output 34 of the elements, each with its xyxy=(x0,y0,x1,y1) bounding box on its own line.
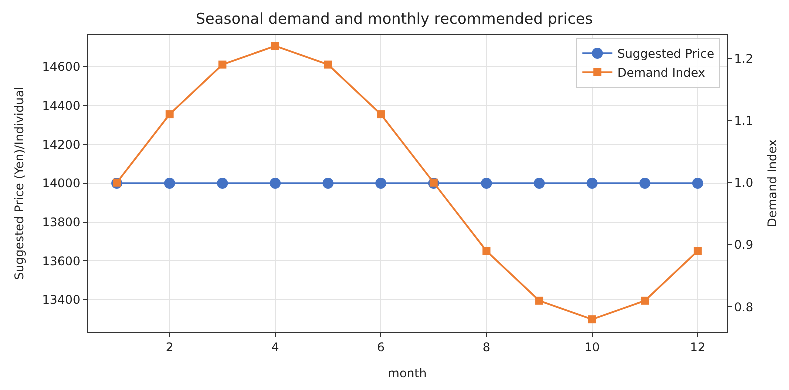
point xyxy=(694,247,702,256)
legend-label: Demand Index xyxy=(618,66,706,80)
y-axis-title: Suggested Price (Yen)/Individual xyxy=(12,86,27,280)
y2-tick-label: 0.9 xyxy=(734,238,754,252)
x-tick-label: 6 xyxy=(377,340,385,354)
point xyxy=(166,110,174,119)
point xyxy=(641,296,650,305)
x-tick-label: 10 xyxy=(584,340,600,354)
y2-tick-label: 1.1 xyxy=(734,114,754,128)
y2-tick-label: 1.0 xyxy=(734,176,754,190)
x-tick-label: 12 xyxy=(690,340,706,354)
chart-title: Seasonal demand and monthly recommended prices xyxy=(196,10,594,28)
y-tick-label: 14000 xyxy=(42,176,81,191)
y-tick-label: 13600 xyxy=(42,254,81,268)
y2-axis-title: Demand Index xyxy=(765,140,780,228)
point xyxy=(482,247,491,256)
legend-label: Suggested Price xyxy=(618,47,714,62)
y-tick-label: 13800 xyxy=(42,216,81,230)
point xyxy=(377,110,386,119)
x-axis-title: month xyxy=(388,366,427,380)
x-tick-label: 8 xyxy=(482,340,491,354)
point xyxy=(588,316,596,324)
point xyxy=(218,60,227,69)
y2-tick-label: 0.8 xyxy=(734,300,754,314)
x-tick-label: 2 xyxy=(166,340,174,354)
point xyxy=(536,296,544,305)
y-tick-label: 13400 xyxy=(42,293,81,308)
y-tick-label: 14400 xyxy=(42,99,81,114)
point xyxy=(271,42,280,50)
y-tick-label: 14200 xyxy=(42,138,81,152)
y-tick-label: 14600 xyxy=(42,60,81,74)
x-tick-label: 4 xyxy=(272,340,280,354)
y2-tick-label: 1.2 xyxy=(734,52,754,66)
point xyxy=(324,60,332,69)
